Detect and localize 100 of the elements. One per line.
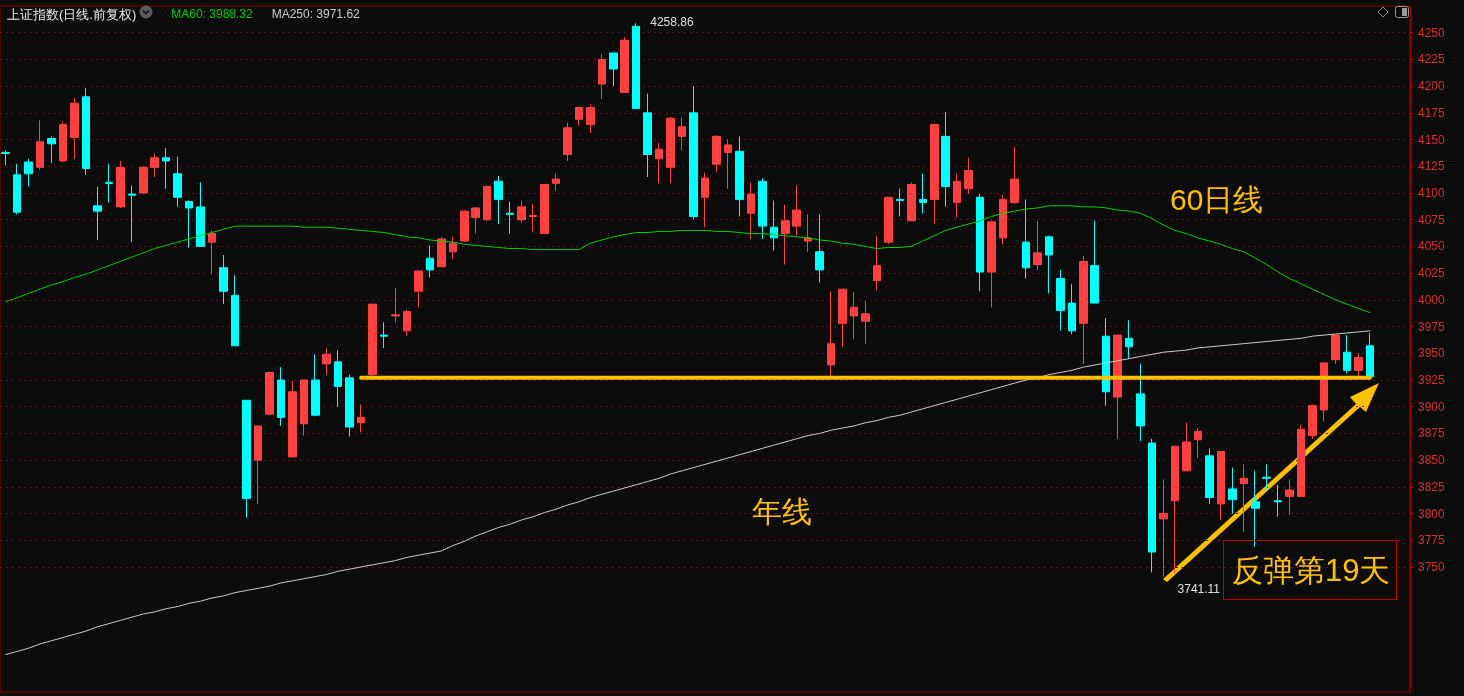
candlestick (150, 152, 159, 178)
candlestick (999, 194, 1007, 245)
candlestick (116, 160, 125, 209)
annotation: 年线 (752, 494, 812, 530)
y-tick-label: 3875 (1418, 426, 1446, 441)
candlestick (311, 353, 320, 416)
candlestick (712, 134, 721, 173)
candlestick (781, 204, 790, 266)
candlestick (334, 349, 342, 408)
candlestick (850, 291, 858, 340)
candlestick (815, 213, 824, 284)
candlestick (322, 347, 331, 376)
candlestick (724, 139, 732, 190)
y-tick-label: 3925 (1418, 372, 1446, 387)
annotation: 3741.11 (1177, 582, 1221, 597)
candlestick (770, 199, 778, 252)
candlestick (666, 116, 675, 184)
candlestick (24, 158, 33, 188)
y-tick-label: 3750 (1418, 559, 1446, 574)
candlestick (919, 173, 927, 214)
candlestick (517, 199, 526, 224)
candlestick (563, 121, 572, 162)
candlestick (1366, 332, 1374, 378)
candlestick (59, 120, 67, 163)
candlestick (838, 288, 847, 348)
candlestick (540, 183, 549, 235)
candlestick (13, 163, 21, 215)
candlestick (953, 173, 961, 219)
candlestick (827, 290, 835, 377)
candlestick (1228, 467, 1237, 515)
candlestick (964, 157, 973, 195)
candlestick (265, 370, 274, 416)
candlestick (1068, 283, 1076, 335)
candlestick (1194, 427, 1202, 459)
candlestick (460, 209, 469, 243)
candlestick (345, 374, 354, 438)
candlestick (586, 103, 595, 134)
candlestick (288, 380, 297, 458)
candlestick (1297, 424, 1305, 497)
y-tick-label: 3825 (1418, 479, 1446, 494)
candlestick (208, 229, 216, 275)
candlestick (128, 185, 136, 243)
y-tick-label: 3850 (1418, 453, 1446, 468)
candlestick (483, 185, 491, 222)
candlestick (173, 156, 182, 208)
candlestick (437, 236, 446, 268)
candlestick (380, 321, 388, 349)
y-tick-label: 3975 (1418, 319, 1446, 334)
y-tick-label: 3900 (1418, 399, 1446, 414)
candlestick (1148, 438, 1156, 573)
candlestick (105, 163, 113, 204)
candlestick (1102, 317, 1110, 407)
y-tick-label: 4200 (1418, 79, 1446, 94)
candlestick (1182, 422, 1191, 472)
candlestick (162, 147, 170, 190)
candlestick (701, 172, 709, 228)
annotation: 反弹第19天 (1232, 552, 1391, 590)
candlestick (1285, 478, 1294, 516)
candlestick (689, 85, 698, 221)
candlestick (896, 188, 904, 217)
candlestick (804, 213, 812, 253)
candlestick (575, 107, 583, 127)
candlestick (426, 244, 434, 278)
y-tick-label: 3800 (1418, 506, 1446, 521)
candlestick (1159, 478, 1168, 577)
candlestick (1274, 484, 1282, 518)
candlestick (609, 52, 618, 87)
candlestick (1343, 334, 1351, 375)
y-tick-label: 4150 (1418, 132, 1446, 147)
candlestick (930, 123, 939, 225)
candlestick (1136, 363, 1145, 442)
candlestick (368, 303, 377, 378)
candlestick (449, 236, 457, 260)
candlestick (254, 425, 262, 505)
candlestick (1010, 146, 1019, 205)
y-tick-label: 4125 (1418, 159, 1446, 174)
candlestick (529, 203, 537, 232)
y-tick-label: 4000 (1418, 292, 1446, 307)
candlestick (632, 22, 640, 110)
candlestick (873, 235, 881, 291)
candlestick (747, 181, 755, 240)
candlestick (1045, 235, 1053, 294)
candlestick (1056, 269, 1065, 332)
candlestick (391, 287, 400, 323)
candlestick (185, 199, 193, 248)
candlestick (1354, 352, 1363, 378)
candlestick (1217, 451, 1225, 521)
candlestick (70, 97, 79, 160)
candlestick (414, 270, 423, 308)
chart-title: 上证指数(日线.前复权) (7, 7, 137, 22)
candlestick (987, 220, 996, 308)
candlestick (1113, 334, 1122, 440)
candlestick (300, 379, 308, 437)
candlestick (861, 300, 870, 345)
candlestick (907, 181, 916, 222)
y-tick-label: 4025 (1418, 266, 1446, 281)
text: MA250: 3971.62 (271, 7, 361, 21)
candlestick (231, 274, 239, 347)
candlestick (82, 87, 90, 176)
candlestick (1125, 319, 1133, 360)
